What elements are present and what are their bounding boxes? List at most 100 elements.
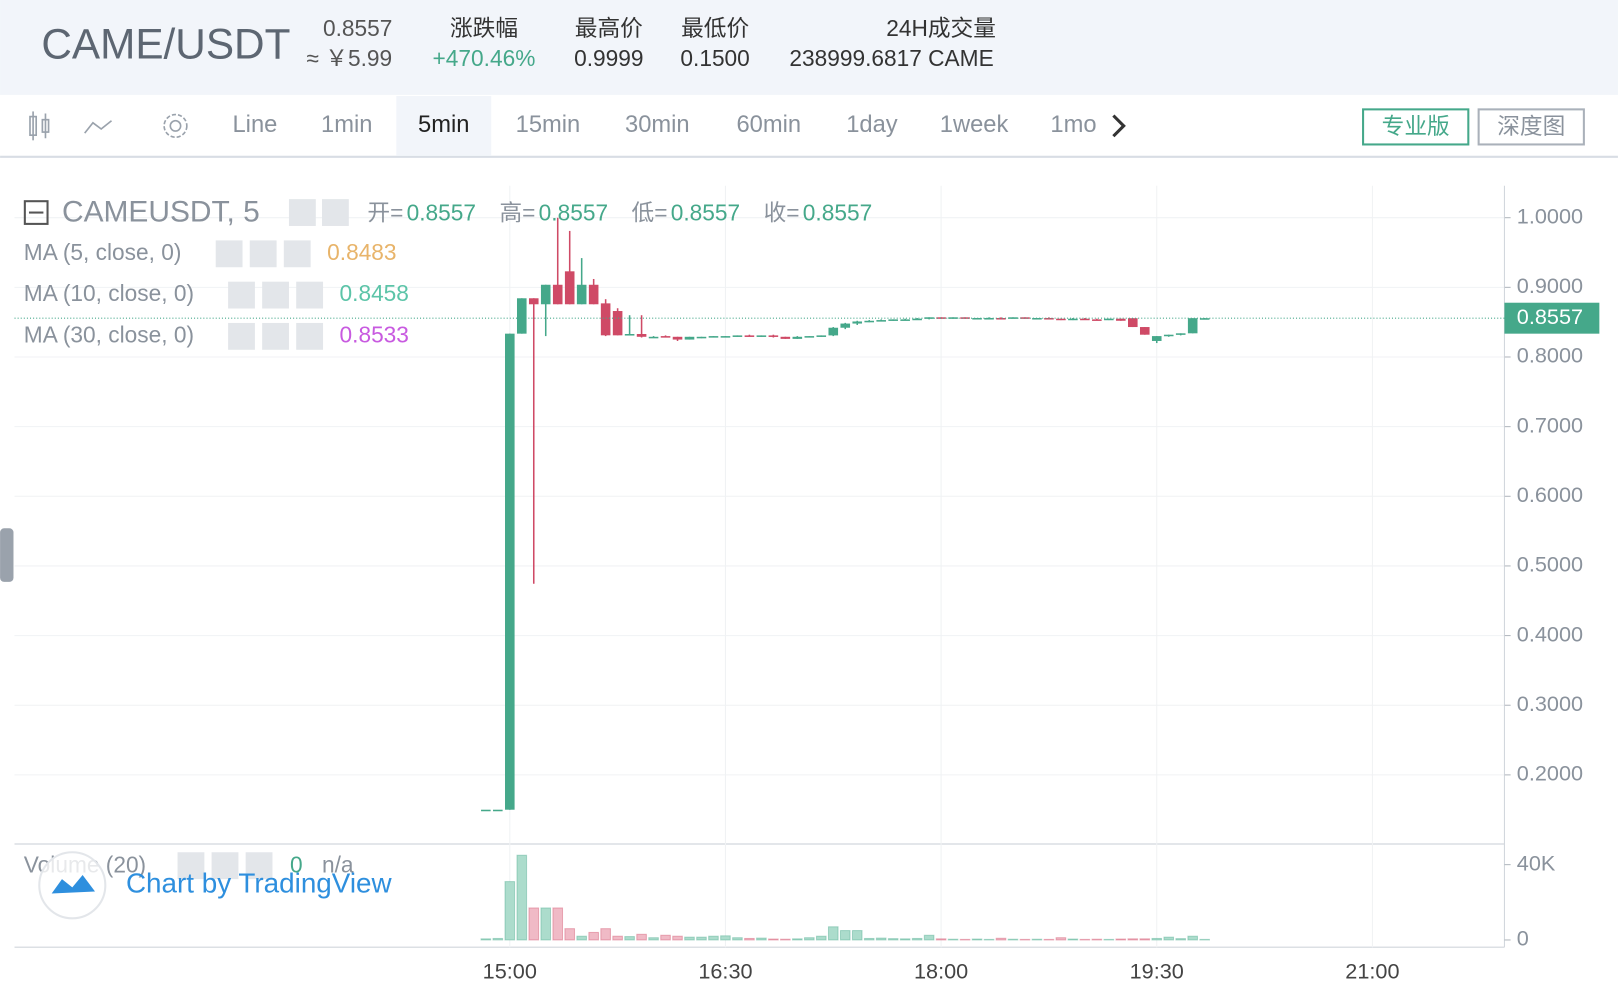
ma-icon[interactable] (262, 322, 289, 350)
interval[interactable]: 15min (516, 112, 581, 138)
y-tick-label: 0.5000 (1517, 552, 1583, 577)
volume-bar (516, 854, 528, 941)
candle-body (505, 333, 515, 810)
candle-body (660, 336, 671, 338)
candle-body (576, 284, 587, 305)
volume-bar (708, 935, 719, 941)
candle-body (708, 336, 719, 338)
volume-bar (1007, 938, 1019, 941)
candle-body (1056, 318, 1066, 321)
last-price-label: 0.8557 (1517, 304, 1583, 329)
volume-bar (1031, 938, 1043, 941)
candle-body (900, 319, 910, 321)
volume-bar (624, 936, 635, 941)
volume-bar (1139, 938, 1151, 941)
ohlc-value: 0.8557 (407, 200, 476, 226)
candle-body (720, 336, 731, 338)
volume-bar (887, 938, 899, 941)
candle-body (744, 335, 755, 337)
candle-body (972, 317, 982, 320)
interval[interactable]: 5min (418, 112, 469, 138)
interval[interactable]: 60min (736, 112, 801, 138)
scroll-right[interactable] (1112, 114, 1126, 138)
ma-icon[interactable] (228, 322, 255, 350)
side-tab[interactable] (0, 528, 14, 582)
ma-icon[interactable] (215, 240, 243, 268)
volume-bar (780, 938, 791, 941)
candle-body (648, 336, 659, 339)
ma-name: MA (5, close, 0) (24, 239, 182, 265)
ma-icon[interactable] (228, 281, 255, 309)
candle-body (816, 335, 827, 337)
candle-body (1044, 317, 1054, 320)
ma-icon[interactable] (262, 281, 289, 309)
candle-body (564, 271, 575, 305)
ohlc-label: 收= (764, 200, 800, 226)
ma-icon[interactable] (249, 240, 277, 268)
candle-body (672, 336, 683, 340)
volume-bar (1151, 937, 1163, 941)
volume-bar (923, 934, 935, 941)
candle-body (1151, 336, 1162, 341)
candle-body (516, 298, 527, 334)
volume-ma: n/a (322, 852, 354, 878)
y-tick-label: 0.2000 (1517, 761, 1583, 786)
ohlc-label: 低= (632, 200, 668, 226)
candle-body (792, 336, 803, 339)
x-tick-label: 16:30 (698, 959, 752, 984)
pro-button[interactable] (1362, 108, 1470, 146)
candle-body (1080, 318, 1090, 321)
candle-body (493, 809, 503, 812)
volume-bar (1115, 938, 1127, 941)
interval-bar: Line 1min 5min 15min 30min 60min 1day 1week 1mon… (233, 95, 1129, 156)
interval[interactable]: 1min (321, 112, 372, 138)
volume-bar (528, 907, 540, 941)
candle-body (612, 311, 623, 336)
ohlc-value: 0.8557 (671, 200, 740, 226)
interval[interactable]: 1week (940, 112, 1009, 138)
candle-body (876, 320, 886, 322)
candle-body (552, 284, 563, 305)
volume-bar (815, 935, 827, 941)
volume-bar (1187, 935, 1199, 941)
depth-button-label[interactable]: 深度图 (1497, 113, 1565, 139)
watermark[interactable]: Chart by TradingView (126, 868, 393, 899)
candle-body (1187, 318, 1198, 334)
candle-body (828, 327, 839, 336)
volume-bar (576, 935, 587, 941)
ma-icon[interactable] (296, 322, 324, 350)
ma-name: MA (30, close, 0) (24, 321, 194, 347)
depth-button[interactable] (1477, 108, 1585, 146)
volume-bar (636, 933, 647, 941)
pro-button-label[interactable]: 专业版 (1382, 113, 1450, 139)
candle-body (996, 317, 1006, 320)
y-tick-label: 0.3000 (1517, 691, 1583, 716)
interval[interactable]: 1month (1050, 112, 1129, 138)
symbol: CAMEUSDT, 5 (62, 195, 260, 228)
ohlc-value: 0.8557 (539, 200, 608, 226)
stat-value: 0.1500 (680, 45, 749, 71)
volume-bar (684, 936, 695, 941)
interval[interactable]: 30min (625, 112, 690, 138)
candle-body (804, 336, 815, 338)
x-tick-label: 19:30 (1130, 959, 1184, 984)
candle-body (588, 284, 599, 305)
volume-bar (672, 935, 683, 941)
interval[interactable]: 1day (846, 112, 898, 138)
volume-bar (1103, 938, 1115, 941)
ma-icon[interactable] (283, 240, 311, 268)
volume-bar (768, 938, 779, 941)
ohlc-label: 开= (367, 200, 403, 226)
stat-value: +470.46% (433, 45, 536, 71)
y-tick-label: 0.7000 (1517, 412, 1583, 437)
volume-bar (1199, 938, 1210, 941)
candle-body (840, 323, 851, 328)
chart-type-icons (29, 111, 188, 141)
volume-bar (792, 938, 803, 941)
interval[interactable]: Line (233, 112, 278, 138)
candle-body (756, 335, 767, 337)
ma-icon[interactable] (296, 281, 324, 309)
ma-value: 0.8533 (340, 321, 409, 347)
volume-bar (995, 937, 1007, 941)
volume-legend: Volume (20) 0 n/a Chart by TradingView (24, 851, 393, 920)
